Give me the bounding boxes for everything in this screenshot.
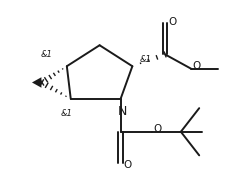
Polygon shape — [32, 77, 41, 88]
Text: O: O — [192, 61, 201, 71]
Text: O: O — [153, 124, 161, 134]
Text: O: O — [124, 159, 132, 170]
Text: &1: &1 — [61, 109, 73, 118]
Text: O: O — [168, 17, 177, 27]
Text: &1: &1 — [41, 50, 53, 59]
Text: &1: &1 — [140, 55, 152, 64]
Text: N: N — [118, 105, 127, 118]
